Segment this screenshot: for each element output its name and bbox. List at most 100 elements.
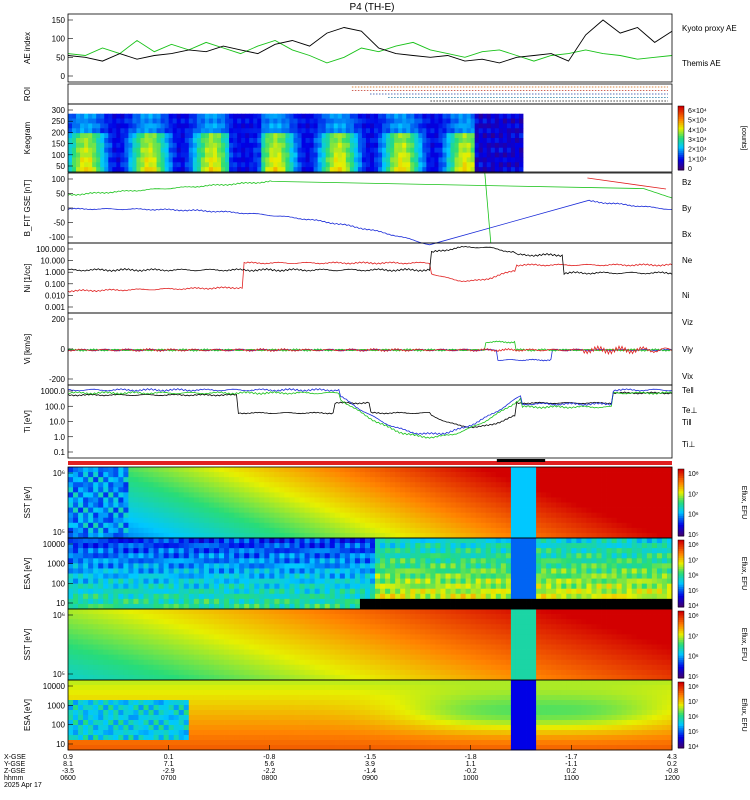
sst_e-cell <box>465 477 472 483</box>
keogram-cell <box>313 157 319 163</box>
sst_e-cell <box>415 532 421 539</box>
keogram-cell <box>265 152 270 158</box>
sst_e-cell <box>425 497 431 503</box>
sst_e-cell <box>505 487 512 493</box>
sst_e-cell <box>213 487 220 493</box>
sst_e-cell <box>425 467 431 473</box>
sst_i-cell <box>78 629 84 635</box>
esa_e-cell <box>168 553 175 559</box>
esa_e-cell <box>385 573 391 579</box>
esa_e-cell <box>324 573 331 579</box>
sst_e-cell <box>546 477 552 483</box>
esa_e-cell <box>536 578 542 585</box>
esa_e-cell <box>616 578 623 585</box>
esa_e-cell <box>289 578 295 585</box>
sst_e-cell <box>208 527 215 534</box>
sst_e-cell <box>450 497 456 503</box>
esa_e-colorbar-cell <box>678 551 684 554</box>
sst_e-cell <box>651 482 658 488</box>
esa_e-cell <box>334 603 341 610</box>
keogram-cell <box>386 128 391 134</box>
keogram-cell <box>124 147 129 153</box>
keogram-cell <box>245 157 250 163</box>
keogram-cell <box>204 123 210 129</box>
keogram-cell <box>357 147 363 153</box>
sst_e-cell <box>440 487 446 493</box>
sst_e-cell <box>249 487 255 493</box>
sst_e-cell <box>596 467 602 473</box>
sst_e-cell <box>480 472 487 478</box>
esa_e-cell <box>666 578 673 585</box>
sst_e-cell <box>259 487 265 493</box>
esa_e-cell <box>465 573 472 579</box>
esa_e-cell <box>219 563 225 569</box>
keogram-cell <box>349 157 355 163</box>
sst_e-cell <box>244 472 250 478</box>
esa_e-cell <box>551 553 557 559</box>
keogram-cell <box>321 152 327 158</box>
keogram-cell <box>257 133 262 139</box>
esa_e-cell <box>309 558 316 564</box>
esa_e-cell <box>405 573 411 579</box>
esa_e-cell <box>143 598 149 605</box>
sst_e-cell <box>98 482 104 488</box>
esa_e-cell <box>304 583 310 590</box>
sst_e-cell <box>108 512 114 519</box>
esa_e-cell <box>299 538 305 544</box>
sst_i-cell <box>68 674 74 681</box>
esa_e-cell <box>158 583 165 590</box>
esa_e-cell <box>274 568 280 574</box>
keogram-cell <box>305 157 310 163</box>
sst_e-cell <box>198 492 205 498</box>
sst_e-cell <box>193 532 200 539</box>
esa_e-cell <box>566 563 572 569</box>
esa_e-cell <box>510 578 517 585</box>
esa_e-cell <box>123 598 129 605</box>
keogram-cell <box>418 162 423 168</box>
esa_e-cell <box>183 578 190 585</box>
sst_e-cell <box>73 522 79 529</box>
sst_e-cell <box>78 517 84 524</box>
sst_e-cell <box>616 492 623 498</box>
esa_e-cell <box>83 573 89 579</box>
sst_e-cell <box>480 497 487 503</box>
sst_e-cell <box>329 497 336 503</box>
sst_e-cell <box>329 507 336 514</box>
sst_e-cell <box>546 507 552 514</box>
keogram-cell <box>128 128 133 134</box>
sst_e-cell <box>460 492 467 498</box>
keogram-cell <box>116 167 121 173</box>
sst_e-cell <box>465 507 472 514</box>
sst_i-cell <box>133 649 139 656</box>
sst_e-cell <box>284 527 290 534</box>
keogram-cell <box>382 138 387 144</box>
sst_i-cell <box>113 634 119 640</box>
esa_e-cell <box>435 543 441 549</box>
esa_e-cell <box>138 568 144 574</box>
sst_e-cell <box>415 467 421 473</box>
keogram-cell <box>225 113 230 119</box>
sst_e-cell <box>274 517 280 524</box>
sst_e-cell <box>455 532 461 539</box>
keogram-cell <box>80 152 85 158</box>
keogram-cell <box>470 123 476 129</box>
keogram-cell <box>136 162 141 168</box>
sst_e-cell <box>656 497 663 503</box>
esa_e-cell <box>571 578 577 585</box>
esa_e-cell <box>661 543 668 549</box>
keogram-cell <box>478 147 484 153</box>
esa_e-cell <box>148 603 154 610</box>
esa_e-cell <box>596 538 602 544</box>
keogram-cell <box>482 147 488 153</box>
keogram-cell <box>325 147 331 153</box>
sst_e-cell <box>188 467 195 473</box>
sst_e-cell <box>224 492 230 498</box>
sst_e-cell <box>78 527 84 534</box>
sst_e-cell <box>641 517 648 524</box>
sst_e-cell <box>339 512 346 519</box>
esa_e-cell <box>596 568 602 574</box>
sst_e-cell <box>364 512 371 519</box>
esa_e-cell <box>440 558 446 564</box>
sst_i-cell <box>118 634 124 640</box>
sst_e-cell <box>133 507 139 514</box>
